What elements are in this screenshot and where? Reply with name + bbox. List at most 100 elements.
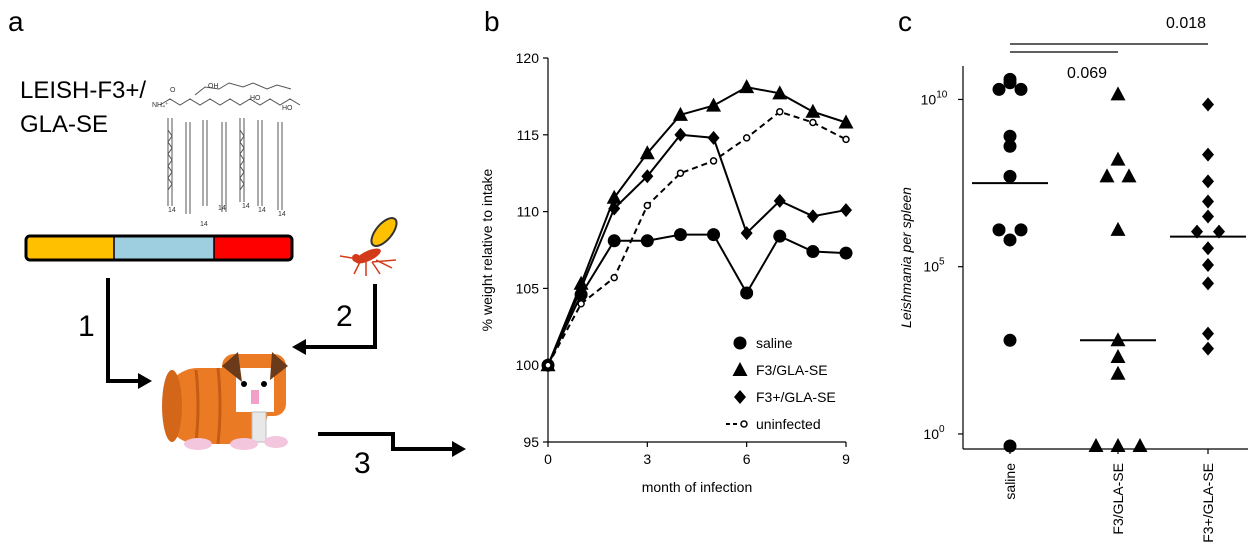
c-point-circle [1003,439,1017,453]
panel-letter-c: c [898,6,912,37]
c-point-diamond [1202,209,1214,224]
arrow-3 [318,432,452,451]
b-y-tick-label: 95 [523,434,539,450]
b-legend-label: saline [756,335,793,351]
b-point-triangle [639,145,655,160]
b-point-diamond [707,130,720,145]
b-legend-marker [733,336,747,350]
b-point-diamond [840,203,852,218]
c-point-triangle [1121,168,1137,183]
b-point-diamond [575,281,588,296]
c-comparisons: 0.069 0.018 [1010,15,1208,82]
compound-label-line2: GLA-SE [20,111,108,138]
b-point-diamond [740,226,753,241]
b-legend-label: uninfected [756,416,821,432]
b-point-small-dot [709,157,718,165]
svg-text:14: 14 [168,207,176,214]
c-point-triangle [1110,438,1126,452]
compound-label-line1: LEISH-F3+/ [20,77,146,104]
panel-b-line-chart: 95 100 105 110 115 120 0 3 6 9 saline F3/GLA-SE F3+… [479,50,854,495]
b-series-line-0 [547,233,847,366]
b-legend-label: F3+/GLA-SE [756,389,836,405]
b-point-small-dot [809,118,817,127]
c-y-tick-label: 100 [923,424,945,442]
gla-structure-labels: NH₄⁺ O OH HO HO 14 14 14 14 14 14 [152,83,293,228]
step-3-label: 3 [354,447,371,480]
b-point-diamond [674,127,687,142]
b-point-diamond [641,169,654,184]
c-axes: 100 105 1010 saline F3/GLA-SE F3+/GLA-SE [921,66,1248,543]
svg-text:HO: HO [250,95,261,102]
c-point-triangle [1099,168,1115,183]
b-y-tick-label: 115 [517,127,540,143]
svg-text:O: O [170,87,176,94]
b-x-axis-label: month of infection [642,479,753,495]
b-x-tick-label: 9 [842,451,850,467]
c-point-diamond [1202,147,1214,162]
b-series-line-2 [547,133,847,366]
b-point-circle [773,229,787,243]
c-y-axis-label: Leishmania per spleen [898,187,914,328]
b-point-circle [607,234,621,248]
c-point-diamond [1202,194,1214,209]
c-point-circle [1003,333,1017,347]
c-x-tick-label: F3+/GLA-SE [1200,463,1216,543]
b-point-small-dot [610,273,618,282]
b-point-small-dot [544,361,552,369]
gla-structure-icon [159,82,301,214]
b-point-triangle [606,189,622,204]
svg-text:14: 14 [200,221,208,228]
b-point-small-dot [577,300,585,308]
c-x-tick-label: F3/GLA-SE [1110,463,1126,535]
b-series-line-1 [547,86,847,366]
panel-letter-b: b [484,6,500,37]
c-point-circle [1014,223,1028,237]
b-point-circle [640,234,654,248]
c-comparison-p: 0.069 [1067,65,1107,82]
c-point-circle [1014,82,1028,96]
c-points-layer [972,72,1246,453]
c-point-circle [1003,139,1017,153]
arrow-1 [106,278,140,383]
b-point-small-dot [742,134,751,142]
guinea-pig-icon [162,352,288,450]
c-point-triangle [1110,221,1126,236]
arrow-1-head [138,373,152,389]
b-point-circle [806,245,820,259]
arrow-2 [305,284,377,349]
c-point-triangle [1132,438,1148,452]
svg-text:HO: HO [282,105,293,112]
step-arrows [106,278,452,451]
svg-text:OH: OH [208,83,219,90]
c-point-diamond [1202,174,1214,189]
c-point-triangle [1110,349,1126,364]
b-point-triangle [838,114,854,129]
b-point-small-dot [643,201,652,210]
c-comparison-p: 0.018 [1166,15,1206,32]
b-point-small-dot [842,135,850,144]
c-x-tick-label: saline [1002,463,1018,500]
b-y-tick-label: 105 [516,280,540,296]
svg-text:14: 14 [278,211,286,218]
b-point-small-dot [676,169,685,177]
c-point-circle [1003,129,1017,143]
c-point-circle [1003,233,1017,247]
b-x-tick-label: 3 [643,451,651,467]
c-y-tick-label: 1010 [921,89,948,107]
svg-text:NH₄⁺: NH₄⁺ [152,102,169,109]
b-series-line-3 [547,110,847,366]
b-legend: saline F3/GLA-SE F3+/GLA-SE uninfected [726,335,836,432]
b-legend-label: F3/GLA-SE [756,362,828,378]
b-point-small-dot [776,108,784,116]
b-point-circle [673,228,687,242]
svg-text:14: 14 [258,207,266,214]
svg-text:14: 14 [218,205,226,212]
b-point-circle [707,228,721,242]
c-point-diamond [1202,341,1214,356]
b-point-diamond [806,209,819,224]
b-point-circle [839,246,853,260]
b-y-tick-label: 120 [516,50,540,66]
b-legend-marker [734,390,746,404]
b-y-axis-label: % weight relative to intake [479,168,495,331]
fusion-protein-bar [24,234,294,262]
